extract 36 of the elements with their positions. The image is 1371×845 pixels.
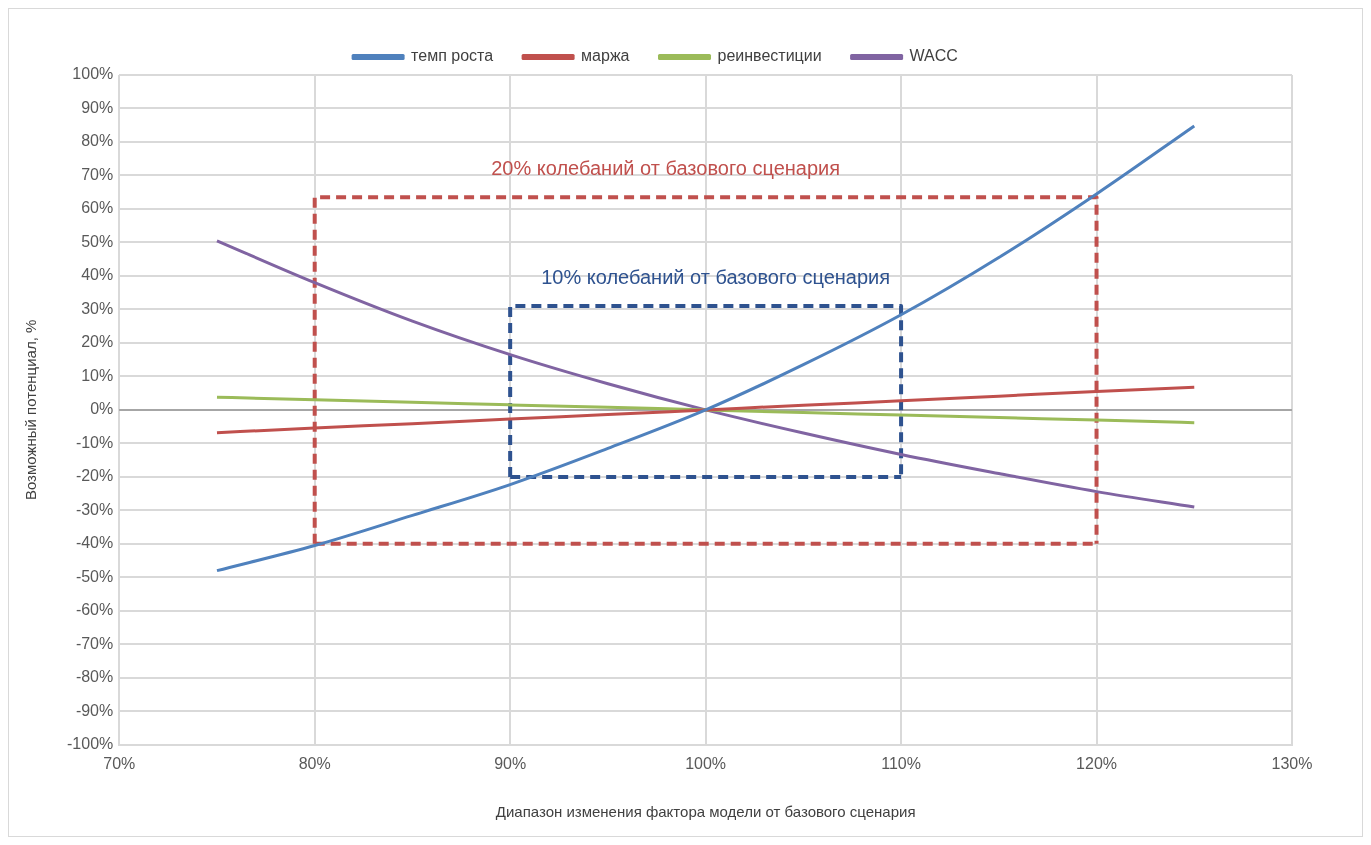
y-tick-label: -70% (75, 634, 114, 652)
y-tick-label: 10% (81, 366, 114, 384)
x-tick-label: 110% (881, 754, 921, 772)
y-tick-label: -90% (75, 701, 114, 719)
annotation: 20% колебаний от базового сценария (491, 156, 841, 179)
y-tick-label: -30% (75, 500, 114, 518)
y-tick-label: 100% (72, 65, 114, 83)
y-tick-label: 90% (81, 98, 114, 116)
annotation: 10% колебаний от базового сценария (541, 265, 891, 288)
x-tick-label: 130% (1271, 754, 1313, 772)
x-tick-label: 70% (103, 754, 136, 772)
y-tick-label: 30% (81, 299, 114, 317)
y-tick-label: 20% (81, 333, 114, 351)
y-tick-label: 80% (81, 132, 114, 150)
y-tick-label: -80% (75, 668, 114, 686)
y-tick-label: -50% (75, 567, 114, 585)
y-tick-label: -100% (67, 735, 114, 753)
legend-label: WACC (909, 47, 958, 65)
y-tick-label: -60% (75, 601, 114, 619)
y-tick-label: 40% (81, 266, 114, 284)
y-tick-label: -40% (75, 534, 114, 552)
legend-label: темп роста (411, 47, 494, 65)
y-tick-label: 60% (81, 199, 114, 217)
x-axis-title: Диапазон изменения фактора модели от базового сценария (495, 803, 916, 821)
x-tick-label: 120% (1076, 754, 1117, 772)
y-axis-title: Возможный потенциал, % (22, 319, 40, 501)
x-tick-label: 100% (685, 754, 727, 772)
y-tick-label: 50% (81, 232, 114, 250)
y-tick-label: -10% (75, 433, 114, 451)
x-tick-label: 80% (298, 754, 331, 772)
legend-label: маржа (581, 47, 630, 65)
legend-label: реинвестиции (717, 47, 822, 65)
x-tick-label: 90% (494, 754, 527, 772)
y-tick-label: -20% (75, 467, 114, 485)
y-tick-label: 0% (90, 400, 114, 418)
y-tick-label: 70% (81, 165, 114, 183)
